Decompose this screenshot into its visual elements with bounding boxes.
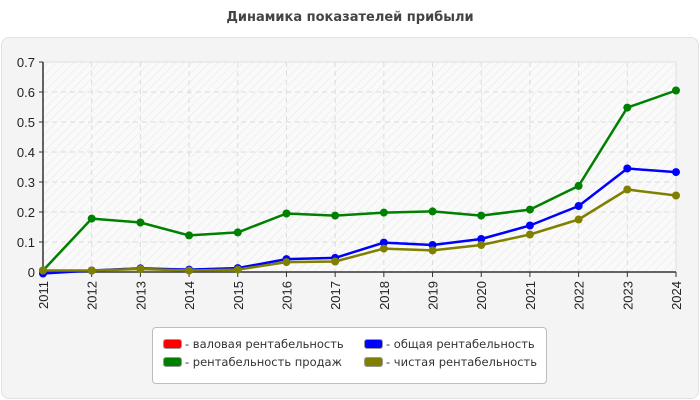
data-point bbox=[623, 164, 632, 173]
y-tick-label: 0.7 bbox=[17, 55, 35, 70]
data-point bbox=[87, 214, 96, 223]
data-point bbox=[282, 209, 291, 218]
data-point bbox=[87, 266, 96, 275]
data-point bbox=[331, 211, 340, 220]
legend-item-gross: - валовая рентабельность bbox=[163, 337, 344, 351]
data-point bbox=[185, 231, 194, 240]
data-point bbox=[477, 235, 486, 243]
data-point bbox=[574, 215, 583, 224]
series-line bbox=[43, 188, 677, 272]
data-point bbox=[233, 228, 242, 237]
x-tick-label: 2016 bbox=[279, 281, 294, 310]
x-tick-label: 2019 bbox=[426, 281, 441, 310]
data-point bbox=[331, 257, 340, 266]
y-tick-label: 0.1 bbox=[17, 235, 35, 250]
data-point bbox=[136, 265, 145, 273]
legend-swatch-green bbox=[163, 357, 182, 367]
data-point bbox=[623, 103, 632, 112]
legend: - валовая рентабельность - общая рентабе… bbox=[152, 327, 547, 384]
x-tick-label: 2023 bbox=[620, 281, 635, 310]
data-point bbox=[136, 218, 145, 227]
data-point bbox=[477, 211, 486, 220]
data-point bbox=[574, 202, 583, 210]
y-tick-label: 0.3 bbox=[17, 175, 35, 190]
y-tick-label: 0.2 bbox=[17, 205, 35, 220]
x-tick-label: 2013 bbox=[133, 281, 148, 310]
data-point bbox=[428, 246, 437, 255]
chart-title: Динамика показателей прибыли bbox=[226, 10, 474, 25]
data-point bbox=[379, 244, 388, 253]
x-tick-label: 2018 bbox=[377, 281, 392, 310]
data-point bbox=[39, 266, 47, 275]
x-tick-label: 2021 bbox=[523, 281, 538, 310]
legend-item-sales: - рентабельность продаж bbox=[163, 355, 342, 369]
y-tick-label: 0.6 bbox=[17, 85, 35, 100]
data-point bbox=[623, 185, 632, 194]
x-tick-label: 2012 bbox=[85, 281, 100, 310]
data-point bbox=[477, 241, 486, 249]
y-tick-label: 0.5 bbox=[17, 115, 35, 130]
data-point bbox=[379, 208, 388, 217]
x-tick-label: 2024 bbox=[669, 281, 684, 310]
data-point bbox=[233, 265, 242, 274]
x-tick-label: 2014 bbox=[182, 281, 197, 310]
data-point bbox=[525, 221, 534, 230]
data-point bbox=[672, 86, 680, 95]
legend-swatch-olive bbox=[364, 357, 383, 367]
y-tick-label: 0.4 bbox=[17, 145, 35, 160]
legend-item-total: - общая рентабельность bbox=[364, 337, 535, 351]
legend-item-net: - чистая рентабельность bbox=[364, 355, 537, 369]
y-tick-label: 0 bbox=[28, 265, 35, 280]
legend-swatch-red bbox=[163, 339, 182, 349]
legend-swatch-blue bbox=[364, 339, 383, 349]
x-tick-label: 2020 bbox=[474, 281, 489, 310]
data-point bbox=[282, 258, 291, 267]
data-point bbox=[672, 191, 680, 200]
x-tick-label: 2017 bbox=[328, 281, 343, 310]
series-line bbox=[42, 89, 677, 272]
x-tick-label: 2022 bbox=[572, 281, 587, 310]
data-point bbox=[574, 181, 583, 190]
data-point bbox=[428, 207, 437, 216]
data-point bbox=[185, 266, 194, 275]
data-point bbox=[525, 230, 534, 239]
x-tick-label: 2011 bbox=[36, 281, 51, 309]
data-point bbox=[525, 205, 534, 214]
plot-background bbox=[43, 62, 676, 272]
data-point bbox=[379, 238, 388, 247]
x-tick-label: 2015 bbox=[231, 281, 246, 310]
data-point bbox=[672, 168, 680, 177]
